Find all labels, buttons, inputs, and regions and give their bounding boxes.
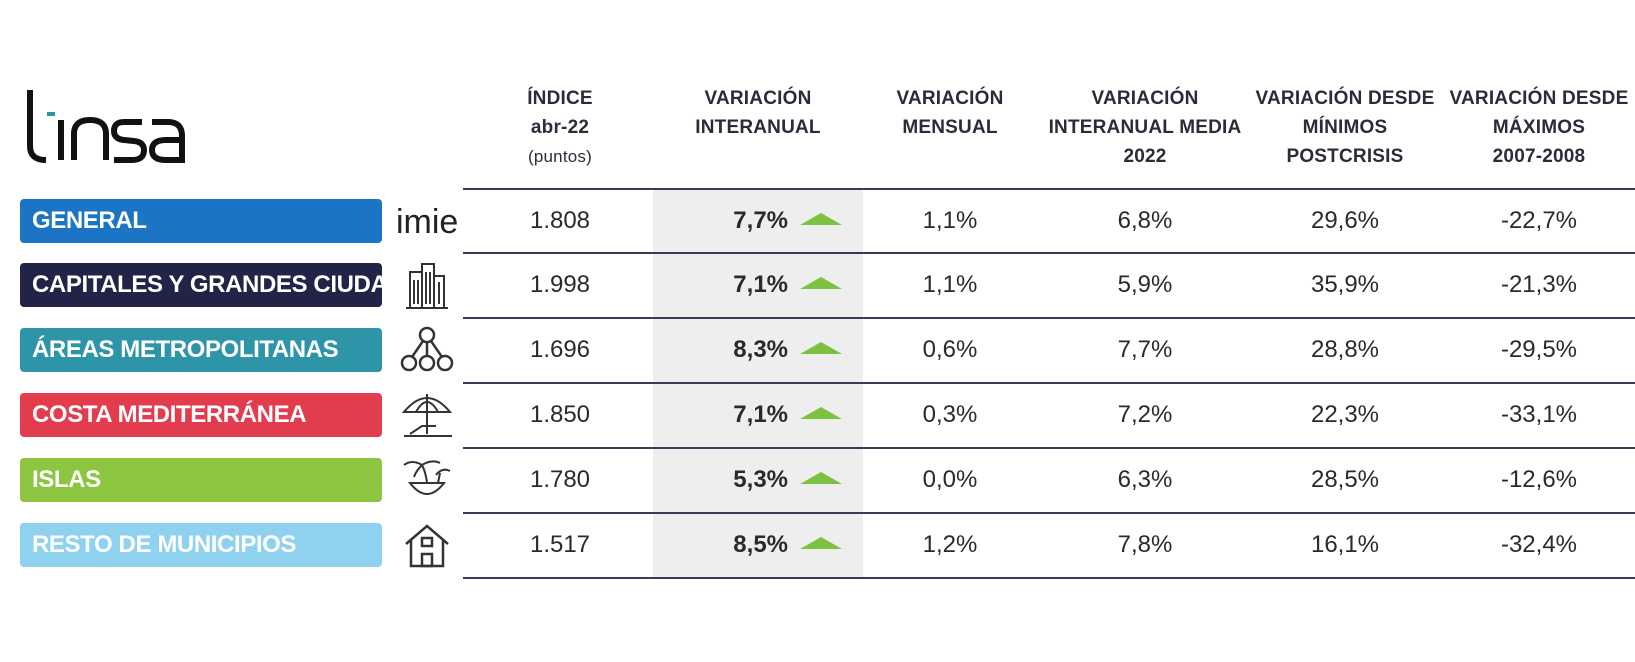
tinsa-logo: [27, 90, 185, 163]
cell-variacion-media: 5,9%: [1117, 271, 1173, 298]
table-row: RESTO DE MUNICIPIOS 1.517 8,5% 1,2% 7,8% 16,…: [0, 512, 1635, 576]
cell-variacion-minimos: 29,6%: [1310, 207, 1380, 234]
imie-logo-icon: imie: [396, 196, 458, 246]
imie-logo-text: imie: [396, 203, 458, 241]
cell-variacion-mensual: 0,3%: [922, 401, 978, 428]
header-variacion-interanual-media: VARIACIÓN INTERANUAL MEDIA 2022: [1048, 88, 1242, 167]
cell-variacion-maximos: -29,5%: [1500, 336, 1578, 363]
cell-variacion-media: 7,8%: [1117, 531, 1173, 558]
cell-variacion-minimos: 22,3%: [1310, 401, 1380, 428]
trend-up-icon: [800, 277, 842, 289]
row-divider: [463, 317, 1635, 319]
table-row: ÁREAS METROPOLITANAS 1.696 8,3% 0,6% 7,7% 28…: [0, 317, 1635, 381]
cell-variacion-maximos: -21,3%: [1500, 271, 1578, 298]
table-row: GENERAL imie 1.808 7,7% 1,1% 6,8% 29,6% -22,7…: [0, 188, 1635, 252]
cell-variacion-mensual: 1,1%: [922, 207, 978, 234]
table-row: CAPITALES Y GRANDES CIUDADES 1.998 7,1% 1,…: [0, 252, 1635, 316]
table-row: ISLAS 1.780 5,3% 0,0% 6,3% 28,5% -12,6%: [0, 447, 1635, 511]
cell-variacion-interanual: 5,3%: [733, 466, 788, 493]
cell-variacion-interanual: 7,7%: [733, 207, 788, 234]
header-indice: ÍNDICE abr-22 (puntos): [527, 88, 593, 166]
row-label: ISLAS: [20, 458, 382, 502]
cell-variacion-mensual: 0,6%: [922, 336, 978, 363]
cell-indice: 1.808: [529, 207, 591, 234]
table-row: COSTA MEDITERRÁNEA 1.850 7,1% 0,3% 7,2% 22,3…: [0, 382, 1635, 446]
trend-up-icon: [800, 342, 842, 354]
cell-indice: 1.780: [529, 466, 591, 493]
house-icon: [396, 520, 458, 570]
row-label: ÁREAS METROPOLITANAS: [20, 328, 382, 372]
cell-variacion-interanual: 7,1%: [733, 271, 788, 298]
header-variacion-interanual: VARIACIÓN INTERANUAL: [695, 88, 821, 138]
row-divider: [463, 252, 1635, 254]
network-nodes-icon: [396, 325, 458, 375]
row-label: GENERAL: [20, 199, 382, 243]
cell-variacion-maximos: -32,4%: [1500, 531, 1578, 558]
cell-variacion-maximos: -33,1%: [1500, 401, 1578, 428]
cell-variacion-minimos: 28,8%: [1310, 336, 1380, 363]
header-variacion-minimos: VARIACIÓN DESDE MÍNIMOS POSTCRISIS: [1255, 88, 1435, 167]
row-label: RESTO DE MUNICIPIOS: [20, 523, 382, 567]
buildings-icon: [396, 260, 458, 310]
cell-variacion-interanual: 8,5%: [733, 531, 788, 558]
cell-variacion-minimos: 35,9%: [1310, 271, 1380, 298]
row-label: CAPITALES Y GRANDES CIUDADES: [20, 263, 382, 307]
cell-variacion-minimos: 16,1%: [1310, 531, 1380, 558]
header-variacion-maximos: VARIACIÓN DESDE MÁXIMOS 2007-2008: [1449, 88, 1629, 167]
island-palm-icon: [396, 455, 458, 505]
cell-indice: 1.998: [529, 271, 591, 298]
cell-variacion-minimos: 28,5%: [1310, 466, 1380, 493]
cell-variacion-maximos: -12,6%: [1500, 466, 1578, 493]
trend-up-icon: [800, 472, 842, 484]
row-divider: [463, 188, 1635, 190]
header-variacion-mensual: VARIACIÓN MENSUAL: [896, 88, 1004, 138]
cell-variacion-media: 7,2%: [1117, 401, 1173, 428]
cell-variacion-mensual: 1,1%: [922, 271, 978, 298]
row-label: COSTA MEDITERRÁNEA: [20, 393, 382, 437]
row-divider: [463, 382, 1635, 384]
cell-variacion-mensual: 0,0%: [922, 466, 978, 493]
cell-variacion-mensual: 1,2%: [922, 531, 978, 558]
row-divider: [463, 577, 1635, 579]
row-divider: [463, 447, 1635, 449]
cell-variacion-interanual: 7,1%: [733, 401, 788, 428]
trend-up-icon: [800, 537, 842, 549]
cell-variacion-media: 7,7%: [1117, 336, 1173, 363]
beach-umbrella-icon: [396, 390, 458, 440]
cell-variacion-media: 6,3%: [1117, 466, 1173, 493]
cell-indice: 1.850: [529, 401, 591, 428]
cell-indice: 1.696: [529, 336, 591, 363]
cell-variacion-maximos: -22,7%: [1500, 207, 1578, 234]
cell-variacion-media: 6,8%: [1117, 207, 1173, 234]
row-divider: [463, 512, 1635, 514]
trend-up-icon: [800, 407, 842, 419]
trend-up-icon: [800, 213, 842, 225]
cell-variacion-interanual: 8,3%: [733, 336, 788, 363]
cell-indice: 1.517: [529, 531, 591, 558]
